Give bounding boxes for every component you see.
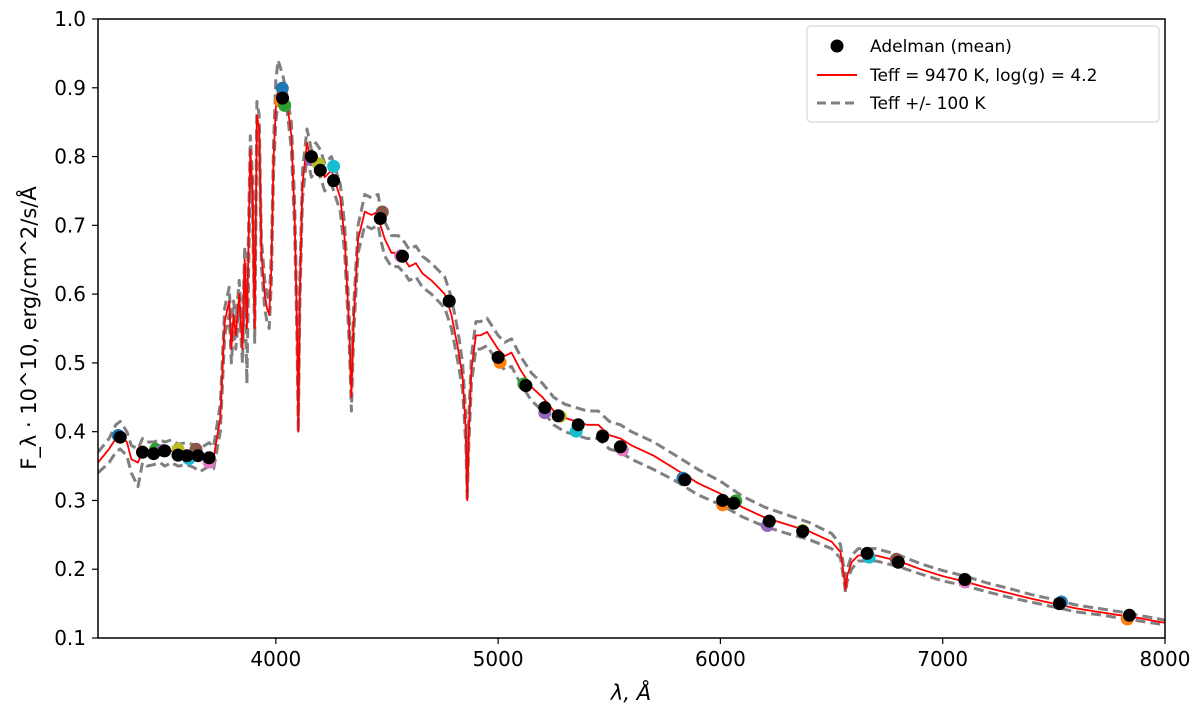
data-point-mean (958, 573, 972, 586)
data-point-mean (796, 524, 810, 538)
data-point-mean (762, 514, 776, 528)
series-line-model (98, 86, 1165, 624)
points-layer (111, 81, 1136, 626)
legend-label-mean: Adelman (mean) (870, 37, 1012, 57)
x-tick-label: 8000 (1140, 647, 1191, 671)
data-point-colored (327, 159, 341, 173)
y-tick-label: 1.0 (54, 7, 86, 31)
data-point-mean (373, 212, 387, 225)
data-point-mean (202, 451, 216, 465)
data-point-mean (136, 445, 149, 459)
x-tick-label: 4000 (250, 647, 301, 671)
data-point-mean (313, 163, 327, 177)
data-point-mean (396, 249, 409, 263)
series-line-upper (98, 58, 1165, 622)
data-point-mean (304, 150, 318, 164)
data-point-mean (571, 418, 585, 432)
plot-frame (97, 18, 1166, 639)
legend-label-range: Teff +/- 100 K (869, 94, 986, 114)
y-tick-label: 0.4 (54, 420, 86, 444)
y-tick-label: 0.7 (54, 213, 86, 237)
data-point-mean (551, 409, 565, 423)
plot-area (98, 58, 1165, 627)
y-tick-label: 0.1 (54, 626, 86, 650)
legend: Adelman (mean) Teff = 9470 K, log(g) = 4… (806, 25, 1160, 123)
legend-box (806, 25, 1160, 123)
y-tick-label: 0.2 (54, 557, 86, 581)
data-point-mean (727, 496, 741, 510)
data-point-mean (891, 555, 905, 569)
series-line-lower (98, 100, 1165, 627)
legend-marker-mean (830, 39, 844, 53)
data-point-mean (276, 91, 289, 105)
data-point-mean (860, 546, 874, 560)
y-axis: 0.1 0.2 0.3 0.4 0.5 0.6 0.7 0.8 0.9 1.0 (54, 7, 98, 650)
x-tick-label: 7000 (917, 647, 968, 671)
data-point-mean (519, 379, 533, 393)
data-point-mean (538, 401, 552, 415)
data-point-mean (613, 440, 627, 454)
data-point-mean (147, 447, 161, 461)
data-point-mean (158, 444, 172, 458)
data-point-mean (180, 449, 194, 463)
data-point-mean (327, 174, 341, 188)
legend-label-model: Teff = 9470 K, log(g) = 4.2 (869, 66, 1097, 86)
data-point-colored (275, 81, 289, 95)
y-tick-label: 0.3 (54, 488, 86, 512)
x-axis-label: λ, Å (610, 679, 651, 705)
data-point-mean (491, 350, 505, 364)
y-tick-label: 0.9 (54, 76, 86, 100)
y-tick-label: 0.6 (54, 282, 86, 306)
data-point-mean (716, 493, 730, 507)
data-point-mean (442, 294, 456, 308)
x-tick-label: 6000 (695, 647, 746, 671)
data-point-mean (1052, 597, 1066, 611)
y-axis-label: F_λ · 10^10, erg/cm^2/s/Å (15, 186, 42, 470)
data-point-mean (596, 430, 610, 443)
y-tick-label: 0.5 (54, 351, 86, 375)
x-axis-label-text: λ, Å (610, 679, 651, 705)
x-tick-label: 5000 (473, 647, 524, 671)
lines-layer (98, 58, 1165, 627)
data-point-mean (678, 473, 692, 487)
x-axis: 4000 5000 6000 7000 8000 (250, 638, 1190, 671)
y-tick-label: 0.8 (54, 145, 86, 169)
data-point-mean (113, 430, 127, 444)
data-point-mean (191, 449, 205, 463)
data-point-mean (1122, 608, 1136, 622)
